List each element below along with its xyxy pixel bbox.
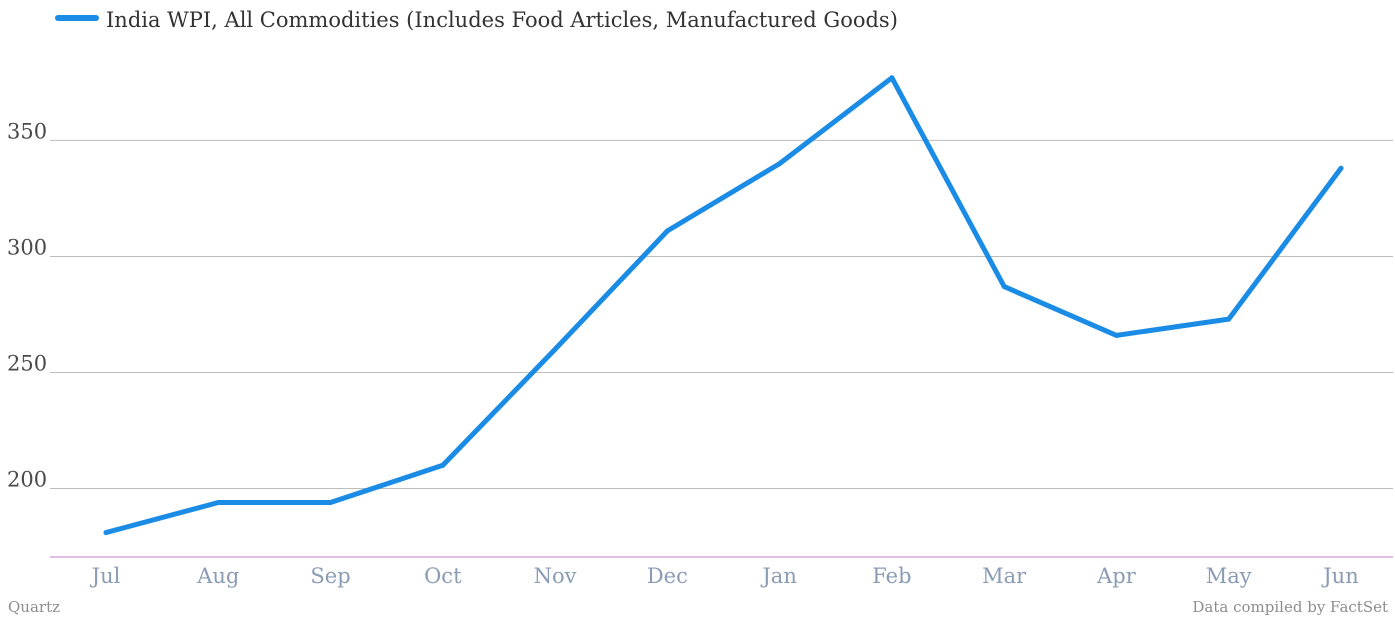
legend: India WPI, All Commodities (Includes Foo… [55,8,898,32]
legend-label: India WPI, All Commodities (Includes Foo… [106,8,898,32]
data-point [664,228,670,234]
x-tick-label: Mar [982,564,1027,588]
data-point [1001,284,1007,290]
x-axis-ticks: Jul Aug Sep Oct Nov Dec Jan Feb Mar Apr May Jun [90,564,1359,588]
data-point [103,530,109,536]
x-tick-label: Aug [196,564,239,588]
x-tick-label: May [1206,564,1252,588]
x-tick-label: Jun [1321,564,1358,588]
data-point [1226,316,1232,322]
data-point [1338,165,1344,171]
x-tick-label: Jan [760,564,796,588]
x-tick-label: Dec [647,564,688,588]
y-tick-label: 250 [7,352,47,376]
series-line [103,75,1344,536]
source-left: Quartz [8,598,60,616]
data-point [889,75,895,81]
gridlines [50,139,1393,490]
data-point [552,346,558,352]
x-tick-label: Apr [1096,564,1137,588]
y-tick-label: 300 [7,235,47,259]
series-layer [103,75,1344,536]
data-point [1113,332,1119,338]
x-tick-label: Sep [310,564,350,588]
data-point [215,499,221,505]
y-tick-label: 200 [7,468,47,492]
x-tick-label: Feb [872,564,911,588]
data-point [777,161,783,167]
x-tick-label: Jul [90,564,121,588]
data-point [440,462,446,468]
y-axis-ticks: 200 250 300 350 [7,119,47,491]
x-tick-label: Oct [424,564,462,588]
y-tick-label: 350 [7,119,47,143]
source-right: Data compiled by FactSet [1192,598,1388,616]
data-point [328,499,334,505]
x-tick-label: Nov [534,564,577,588]
